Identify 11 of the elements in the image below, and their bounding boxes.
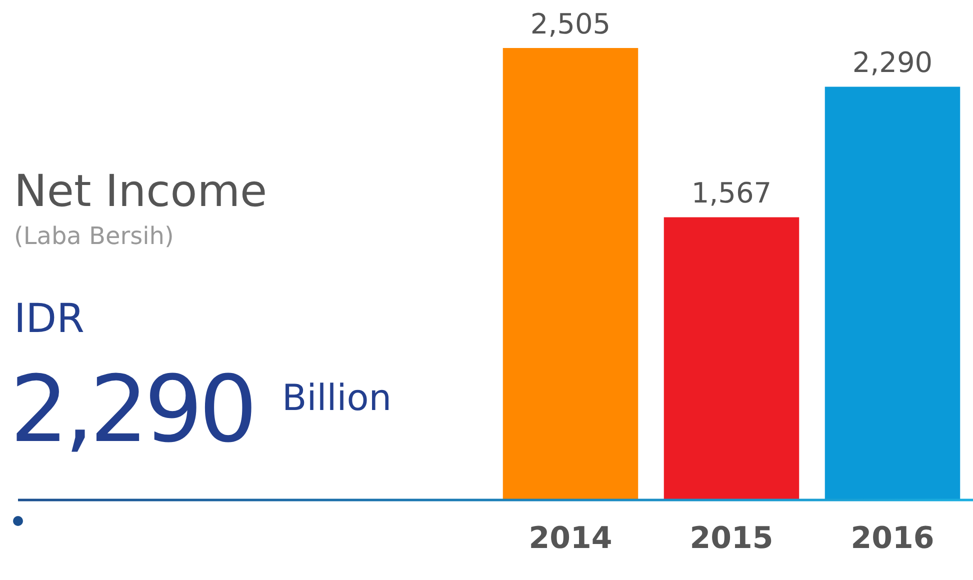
data-label: 2,505 — [530, 7, 611, 40]
text: (Laba Bersih) — [14, 222, 174, 250]
text: IDR — [14, 296, 84, 342]
x-tick-label: 2016 — [850, 520, 934, 556]
x-tick-label: 2015 — [690, 520, 774, 556]
text: 2,290 — [10, 356, 254, 463]
text: Net Income — [14, 166, 268, 217]
text: Billion — [282, 378, 392, 419]
data-label: 1,567 — [691, 176, 772, 210]
x-tick-label: 2014 — [528, 520, 612, 556]
data-label: 2,290 — [852, 46, 933, 80]
